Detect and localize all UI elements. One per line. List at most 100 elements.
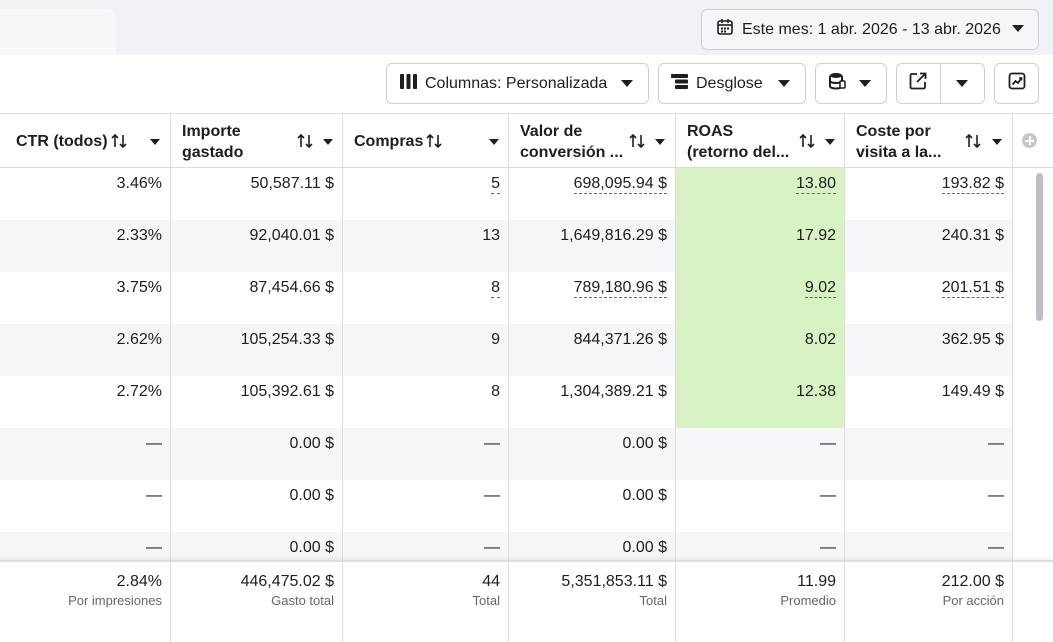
column-header-label: Importe gastado (182, 123, 244, 161)
calendar-icon (716, 18, 734, 41)
table-row[interactable]: — 0.00 $ — 0.00 $ — — (0, 480, 1013, 532)
cell-ctr: — (0, 532, 171, 584)
table-row[interactable]: 3.46% 50,587.11 $ 5 698,095.94 $ 13.80 1… (0, 168, 1013, 220)
cell-ctr: 2.33% (0, 220, 171, 272)
total-cost-per-visit: 212.00 $ Por acción (845, 562, 1013, 642)
cell-cost-per-visit: — (845, 480, 1013, 532)
chevron-down-icon (778, 80, 790, 87)
add-column-icon[interactable] (1022, 133, 1037, 148)
columns-button[interactable]: Columnas: Personalizada (386, 63, 649, 104)
total-purchases: 44 Total (343, 562, 509, 642)
cell-ctr: 3.46% (0, 168, 171, 220)
cell-purchases: 8 (343, 376, 509, 428)
table-row[interactable]: 3.75% 87,454.66 $ 8 789,180.96 $ 9.02 20… (0, 272, 1013, 324)
cell-ctr: — (0, 428, 171, 480)
table-totals-row: 2.84% Por impresiones 446,475.02 $ Gasto t… (0, 560, 1053, 642)
export-button-group (896, 63, 985, 104)
cell-spent: 105,392.61 $ (171, 376, 343, 428)
cell-conversion-value[interactable]: 698,095.94 $ (509, 168, 676, 220)
cell-ctr: 2.72% (0, 376, 171, 428)
cell-conversion-value: 1,649,816.29 $ (509, 220, 676, 272)
cell-ctr: — (0, 480, 171, 532)
database-icon (828, 72, 846, 95)
export-dropdown[interactable] (941, 64, 985, 103)
cell-conversion-value[interactable]: 789,180.96 $ (509, 272, 676, 324)
reports-button[interactable] (815, 63, 887, 104)
cell-spent: 0.00 $ (171, 428, 343, 480)
ads-table: CTR (todos) Importe gastado Compras Valor… (0, 113, 1053, 642)
chevron-down-icon[interactable] (825, 139, 835, 145)
column-header-label: CTR (todos) (16, 133, 108, 150)
cell-purchases: 9 (343, 324, 509, 376)
cell-conversion-value: 1,304,389.21 $ (509, 376, 676, 428)
cell-ctr: 2.62% (0, 324, 171, 376)
cell-cost-per-visit: — (845, 428, 1013, 480)
chevron-down-icon[interactable] (323, 139, 333, 145)
cell-cost-per-visit: 240.31 $ (845, 220, 1013, 272)
cell-purchases[interactable]: 8 (343, 272, 509, 324)
cell-roas[interactable]: 9.02 (676, 272, 845, 324)
cell-cost-per-visit[interactable]: 193.82 $ (845, 168, 1013, 220)
total-conversion-value: 5,351,853.11 $ Total (509, 562, 676, 642)
cell-cost-per-visit: 362.95 $ (845, 324, 1013, 376)
chevron-down-icon (1012, 25, 1024, 32)
cell-spent: 87,454.66 $ (171, 272, 343, 324)
chevron-down-icon (621, 80, 633, 87)
table-row[interactable]: — 0.00 $ — 0.00 $ — — (0, 428, 1013, 480)
sort-icon[interactable] (628, 132, 646, 150)
date-range-button[interactable]: Este mes: 1 abr. 2026 - 13 abr. 2026 (701, 9, 1039, 50)
column-header-conversion-value[interactable]: Valor de conversión ... (509, 114, 676, 168)
table-row[interactable]: 2.72% 105,392.61 $ 8 1,304,389.21 $ 12.3… (0, 376, 1013, 428)
cell-purchases: — (343, 480, 509, 532)
column-header-roas[interactable]: ROAS (retorno del... (676, 114, 845, 168)
left-tab[interactable] (0, 9, 116, 55)
chevron-down-icon[interactable] (150, 139, 160, 145)
cell-conversion-value: 844,371.26 $ (509, 324, 676, 376)
cell-spent: 92,040.01 $ (171, 220, 343, 272)
total-spent: 446,475.02 $ Gasto total (171, 562, 343, 642)
chart-icon (1008, 72, 1026, 95)
cell-spent: 50,587.11 $ (171, 168, 343, 220)
scrollbar-thumb[interactable] (1036, 173, 1043, 321)
cell-roas: 17.92 (676, 220, 845, 272)
date-range-label: Este mes: 1 abr. 2026 - 13 abr. 2026 (742, 20, 1001, 38)
chart-button[interactable] (994, 63, 1039, 104)
sort-icon[interactable] (110, 132, 128, 150)
chevron-down-icon[interactable] (992, 139, 1002, 145)
cell-conversion-value: 0.00 $ (509, 480, 676, 532)
cell-ctr: 3.75% (0, 272, 171, 324)
cell-cost-per-visit: — (845, 532, 1013, 584)
cell-roas: — (676, 480, 845, 532)
cell-roas[interactable]: 13.80 (676, 168, 845, 220)
export-icon (909, 72, 927, 95)
table-header: CTR (todos) Importe gastado Compras Valor… (0, 113, 1053, 168)
table-row[interactable]: 2.62% 105,254.33 $ 9 844,371.26 $ 8.02 3… (0, 324, 1013, 376)
chevron-down-icon[interactable] (655, 139, 665, 145)
breakdown-button[interactable]: Desglose (658, 63, 806, 104)
cell-roas: 12.38 (676, 376, 845, 428)
cell-conversion-value: 0.00 $ (509, 532, 676, 584)
chevron-down-icon (956, 80, 969, 87)
cell-spent: 0.00 $ (171, 480, 343, 532)
export-button[interactable] (897, 64, 941, 103)
column-header-spent[interactable]: Importe gastado (171, 114, 343, 168)
column-header-purchases[interactable]: Compras (343, 114, 509, 168)
columns-label: Columnas: Personalizada (425, 74, 608, 92)
cell-roas: — (676, 428, 845, 480)
sort-icon[interactable] (296, 132, 314, 150)
cell-conversion-value: 0.00 $ (509, 428, 676, 480)
cell-roas: 8.02 (676, 324, 845, 376)
column-header-ctr[interactable]: CTR (todos) (0, 114, 171, 168)
column-header-label: ROAS (retorno del... (687, 123, 790, 161)
table-row[interactable]: 2.33% 92,040.01 $ 13 1,649,816.29 $ 17.9… (0, 220, 1013, 272)
column-header-cost-per-visit[interactable]: Coste por visita a la... (845, 114, 1013, 168)
chevron-down-icon[interactable] (489, 139, 499, 145)
sort-icon[interactable] (425, 132, 443, 150)
chevron-down-icon (859, 80, 871, 87)
cell-cost-per-visit[interactable]: 201.51 $ (845, 272, 1013, 324)
sort-icon[interactable] (798, 132, 816, 150)
cell-purchases[interactable]: 5 (343, 168, 509, 220)
sort-icon[interactable] (964, 132, 982, 150)
breakdown-label: Desglose (696, 74, 763, 92)
total-roas: 11.99 Promedio (676, 562, 845, 642)
